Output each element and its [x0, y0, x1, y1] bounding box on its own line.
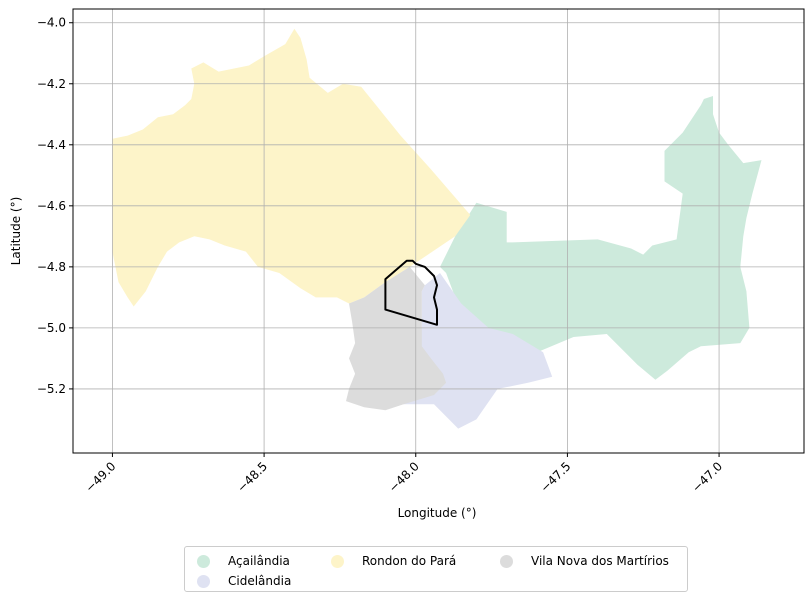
y-tick-label: −4.2 — [37, 77, 66, 91]
legend-item-cidelandia: Cidelândia — [197, 571, 291, 591]
x-axis-label: Longitude (°) — [398, 506, 477, 520]
legend-swatch-acailandia — [197, 554, 210, 568]
legend-item-vila-nova-dos-martirios: Vila Nova dos Martírios — [500, 551, 669, 571]
y-tick-label: −5.2 — [37, 382, 66, 396]
legend-swatch-vila-nova-dos-martirios — [500, 554, 513, 568]
region-acailandia — [440, 96, 771, 380]
legend: Açailândia Cidelândia Rondon do Pará Vil… — [184, 546, 688, 592]
x-tick-label: −47.5 — [538, 459, 574, 495]
axes-frame — [72, 8, 805, 454]
region-rondon-do-para — [112, 28, 471, 307]
x-tick-label: −49.0 — [83, 459, 119, 495]
study-area-outline — [384, 259, 438, 326]
y-tick-label: −5.0 — [37, 321, 66, 335]
legend-swatch-cidelandia — [197, 574, 210, 588]
x-tick-label: −47.0 — [689, 459, 725, 495]
y-tick-label: −4.0 — [37, 16, 66, 30]
legend-item-rondon-do-para: Rondon do Pará — [331, 551, 456, 571]
legend-item-acailandia: Açailândia — [197, 551, 290, 571]
y-tick-label: −4.6 — [37, 199, 66, 213]
y-tick-label: −4.8 — [37, 260, 66, 274]
x-tick-label: −48.0 — [386, 459, 422, 495]
legend-label-acailandia: Açailândia — [228, 554, 290, 568]
y-axis-label: Latitude (°) — [9, 197, 23, 266]
plot-area: −49.0 −48.5 −48.0 −47.5 −47.0 −4.0 −4.2 −4.4 −4.… — [37, 8, 805, 495]
legend-swatch-rondon-do-para — [331, 554, 344, 568]
legend-label-vila-nova-dos-martirios: Vila Nova dos Martírios — [531, 554, 669, 568]
y-tick-label: −4.4 — [37, 138, 66, 152]
legend-label-rondon-do-para: Rondon do Pará — [362, 554, 457, 568]
legend-label-cidelandia: Cidelândia — [228, 574, 292, 588]
region-vila-nova-dos-martirios — [346, 266, 447, 411]
x-tick-label: −48.5 — [234, 459, 270, 495]
